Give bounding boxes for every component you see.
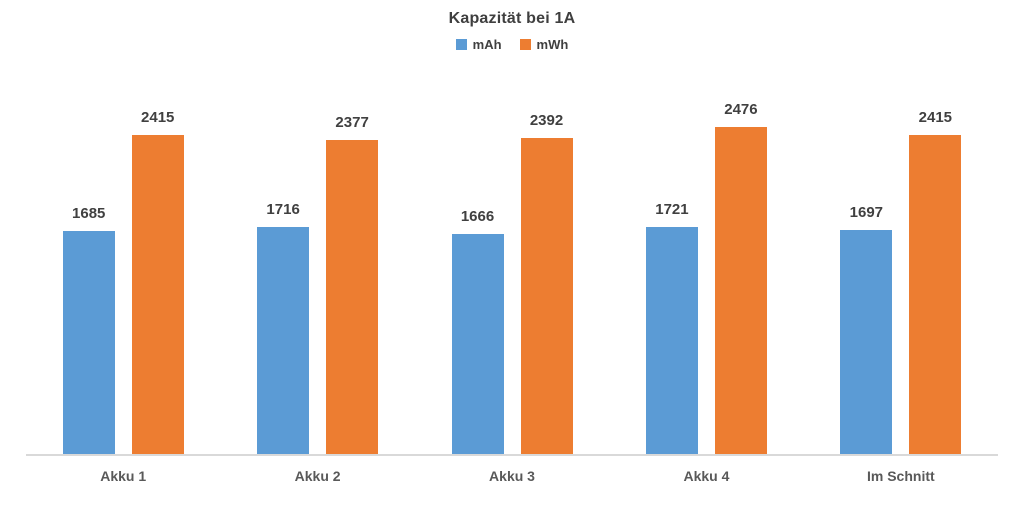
bar-mah bbox=[62, 231, 115, 454]
data-label: 1716 bbox=[266, 201, 300, 218]
bar-mwh bbox=[326, 140, 379, 454]
bar-column: 1697 bbox=[840, 204, 893, 454]
bar-mwh bbox=[909, 135, 962, 454]
data-label: 1685 bbox=[72, 205, 106, 222]
legend-label: mAh bbox=[472, 37, 502, 52]
bar-column: 2476 bbox=[714, 101, 767, 454]
bar-column: 1685 bbox=[62, 205, 115, 454]
bar-column: 2415 bbox=[131, 109, 184, 454]
data-label: 2476 bbox=[724, 101, 758, 118]
bar-mwh bbox=[520, 138, 573, 454]
bar-group: 1666 2392 bbox=[415, 52, 609, 454]
bar-column: 2415 bbox=[909, 109, 962, 454]
bar-group: 1716 2377 bbox=[220, 52, 414, 454]
category-label: Akku 3 bbox=[489, 468, 535, 484]
data-label: 1666 bbox=[460, 208, 495, 225]
data-label: 2415 bbox=[141, 109, 175, 126]
bars-region: 1685 2415 1716 2377 1666 2392 1721 2476 1697 2415 bbox=[26, 52, 998, 456]
bar-group: 1721 2476 bbox=[609, 52, 803, 454]
category-label: Akku 4 bbox=[683, 468, 730, 484]
plot-area: 1685 2415 1716 2377 1666 2392 1721 2476 1697 2415… bbox=[26, 52, 998, 509]
bar-mah bbox=[840, 230, 893, 454]
bar-column: 2392 bbox=[520, 112, 573, 454]
bar-column: 1721 bbox=[645, 201, 698, 454]
data-label: 2392 bbox=[529, 112, 564, 129]
legend-item-mwh: mWh bbox=[519, 37, 569, 52]
bar-column: 2377 bbox=[326, 114, 379, 454]
x-axis-labels: Akku 1 Akku 2 Akku 3 Akku 4 Im Schnitt bbox=[26, 456, 998, 492]
bar-mwh bbox=[131, 135, 184, 454]
bar-mwh bbox=[714, 127, 767, 454]
bar-column: 1666 bbox=[451, 208, 504, 454]
data-label: 2415 bbox=[918, 109, 953, 126]
data-label: 1721 bbox=[655, 201, 689, 218]
legend-swatch-mah bbox=[455, 39, 467, 50]
legend-swatch-mwh bbox=[519, 39, 531, 50]
data-label: 2377 bbox=[335, 114, 369, 131]
bar-group: 1685 2415 bbox=[26, 52, 220, 454]
chart-legend: mAh mWh bbox=[0, 37, 1024, 52]
bar-mah bbox=[257, 227, 310, 454]
legend-item-mah: mAh bbox=[455, 37, 502, 52]
bar-group: 1697 2415 bbox=[804, 52, 998, 454]
category-label: Akku 1 bbox=[100, 468, 147, 484]
legend-label: mWh bbox=[536, 37, 569, 52]
chart-title: Kapazität bei 1A bbox=[448, 10, 576, 27]
bar-mah bbox=[645, 227, 698, 454]
bar-column: 1716 bbox=[257, 201, 310, 454]
data-label: 1697 bbox=[849, 204, 884, 221]
category-label: Akku 2 bbox=[294, 468, 341, 484]
bar-mah bbox=[451, 234, 504, 454]
category-label: Im Schnitt bbox=[866, 468, 935, 484]
